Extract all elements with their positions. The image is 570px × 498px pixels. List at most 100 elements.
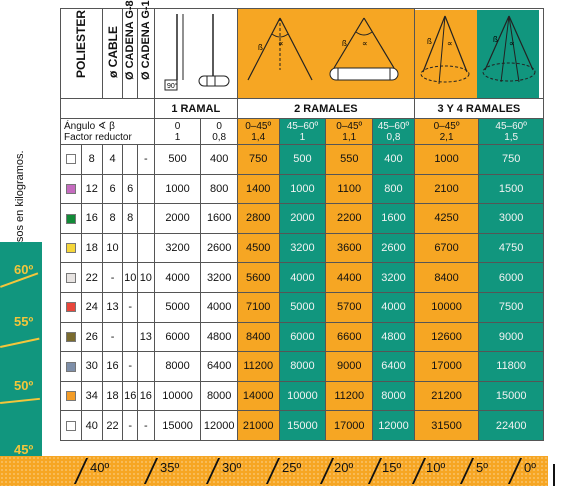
load-value: 4000 xyxy=(153,262,202,293)
chain-g8-diameter: - xyxy=(122,291,138,323)
load-value: 6600 xyxy=(325,321,374,353)
svg-text:∝: ∝ xyxy=(509,39,515,48)
cable-diameter: 10 xyxy=(101,232,124,264)
col-header-5: 0–45º 1,1 xyxy=(325,118,374,145)
load-value: 4800 xyxy=(200,321,238,353)
load-value: 5000 xyxy=(153,291,202,323)
color-swatch-cell xyxy=(60,321,82,353)
section-3-4-ramales: 3 Y 4 RAMALES xyxy=(413,98,545,119)
table-row: 22-10 10 4000 3200 5600 4000 4400 3200 8400 6000 xyxy=(60,262,544,293)
load-value: 750 xyxy=(236,144,280,175)
load-value: 800 xyxy=(372,173,415,205)
load-value: 22400 xyxy=(478,410,544,441)
load-value: 8000 xyxy=(153,351,202,382)
chain-g8-diameter xyxy=(122,232,138,264)
chain-g8-diameter xyxy=(122,144,138,175)
load-value: 550 xyxy=(325,144,374,175)
load-value: 1600 xyxy=(372,203,415,234)
load-value: 500 xyxy=(278,144,327,175)
load-value: 6000 xyxy=(478,262,544,293)
load-value: 2100 xyxy=(413,173,480,205)
ruler-tick xyxy=(507,458,522,484)
svg-text:∝: ∝ xyxy=(278,39,284,48)
cable-diameter: 13 xyxy=(101,291,124,323)
load-value: 4750 xyxy=(478,232,544,264)
poliester-diameter: 12 xyxy=(80,173,103,205)
load-value: 500 xyxy=(153,144,202,175)
ruler-tick xyxy=(205,458,220,484)
ruler-label-35: 35º xyxy=(160,460,180,475)
chain-g10-diameter xyxy=(137,173,155,205)
load-value: 2600 xyxy=(200,232,238,264)
cable-diameter: - xyxy=(101,321,124,353)
ruler-tick xyxy=(459,458,474,484)
load-value: 400 xyxy=(200,144,238,175)
table-row: 24 13-5000 4000 7100 5000 5700 4000 10000 7500 xyxy=(60,291,544,323)
col-header-4: 45–60º 1 xyxy=(278,118,327,145)
load-value: 15000 xyxy=(153,410,202,441)
load-value: 8400 xyxy=(236,321,280,353)
color-swatch-cell xyxy=(60,144,82,175)
poliester-diameter: 22 xyxy=(80,262,103,293)
load-value: 4500 xyxy=(236,232,280,264)
angle-label-50: 50º xyxy=(14,378,34,393)
svg-text:ß: ß xyxy=(493,35,498,44)
chain-g10-diameter: - xyxy=(137,410,155,441)
load-value: 6000 xyxy=(153,321,202,353)
svg-text:ß: ß xyxy=(342,39,347,48)
load-value: 8000 xyxy=(372,380,415,412)
load-value: 4000 xyxy=(278,262,327,293)
header-cadena-g10: Ø CADENA G-10 xyxy=(137,0,155,99)
load-value: 5700 xyxy=(325,291,374,323)
load-table: POLIESTER ø CABLE Ø CADENA G-8 Ø CADENA … xyxy=(60,0,545,441)
load-value: 6400 xyxy=(372,351,415,382)
load-value: 17000 xyxy=(413,351,480,382)
single-leg-sling-icon: 90° xyxy=(153,8,238,99)
load-value: 2800 xyxy=(236,203,280,234)
chain-g10-diameter: - xyxy=(137,144,155,175)
angle-label-55: 55º xyxy=(14,314,34,329)
spacer-cell xyxy=(60,98,155,119)
load-value: 1500 xyxy=(478,173,544,205)
table-row: 34 18 16 16 10000 8000 14000 10000 11200 8000 2120… xyxy=(60,380,544,412)
load-value: 1000 xyxy=(153,173,202,205)
load-value: 12600 xyxy=(413,321,480,353)
load-value: 12000 xyxy=(200,410,238,441)
load-value: 400 xyxy=(372,144,415,175)
chain-g8-diameter: - xyxy=(122,410,138,441)
three-four-leg-sling-icon: ß ∝ ß ∝ xyxy=(413,8,545,99)
poliester-diameter: 30 xyxy=(80,351,103,382)
load-value: 2000 xyxy=(278,203,327,234)
load-value: 6000 xyxy=(278,321,327,353)
color-swatch xyxy=(65,183,76,194)
svg-text:ß: ß xyxy=(427,37,432,46)
load-value: 2000 xyxy=(153,203,202,234)
load-value: 1100 xyxy=(325,173,374,205)
load-value: 17000 xyxy=(325,410,374,441)
chain-g10-diameter xyxy=(137,351,155,382)
poliester-diameter: 16 xyxy=(80,203,103,234)
col-header-3: 0–45º 1,4 xyxy=(236,118,280,145)
load-value: 4800 xyxy=(372,321,415,353)
load-value: 15000 xyxy=(278,410,327,441)
color-swatch xyxy=(65,361,76,372)
two-leg-sling-icon: ß ∝ ß ∝ xyxy=(236,8,415,99)
color-swatch-cell xyxy=(60,203,82,234)
ruler-label-25: 25º xyxy=(282,460,302,475)
ruler-tick xyxy=(73,458,88,484)
load-value: 1400 xyxy=(236,173,280,205)
load-value: 31500 xyxy=(413,410,480,441)
chain-g8-diameter: 10 xyxy=(122,262,138,293)
ruler-label-15: 15º xyxy=(382,460,402,475)
load-value: 1000 xyxy=(278,173,327,205)
load-value: 11200 xyxy=(236,351,280,382)
header-cable: ø CABLE xyxy=(101,8,124,99)
load-value: 5000 xyxy=(278,291,327,323)
table-row: 40 22- -15000 12000 21000 15000 17000 12000 3150… xyxy=(60,410,544,441)
chain-g10-diameter: 10 xyxy=(137,262,155,293)
chain-g8-diameter: - xyxy=(122,351,138,382)
poliester-diameter: 26 xyxy=(80,321,103,353)
chain-g10-diameter: 16 xyxy=(137,380,155,412)
angle-ruler: 40º 35º 30º 25º 20º 15º 10º 5º 0º xyxy=(0,456,548,486)
ruler-label-40: 40º xyxy=(90,460,110,475)
